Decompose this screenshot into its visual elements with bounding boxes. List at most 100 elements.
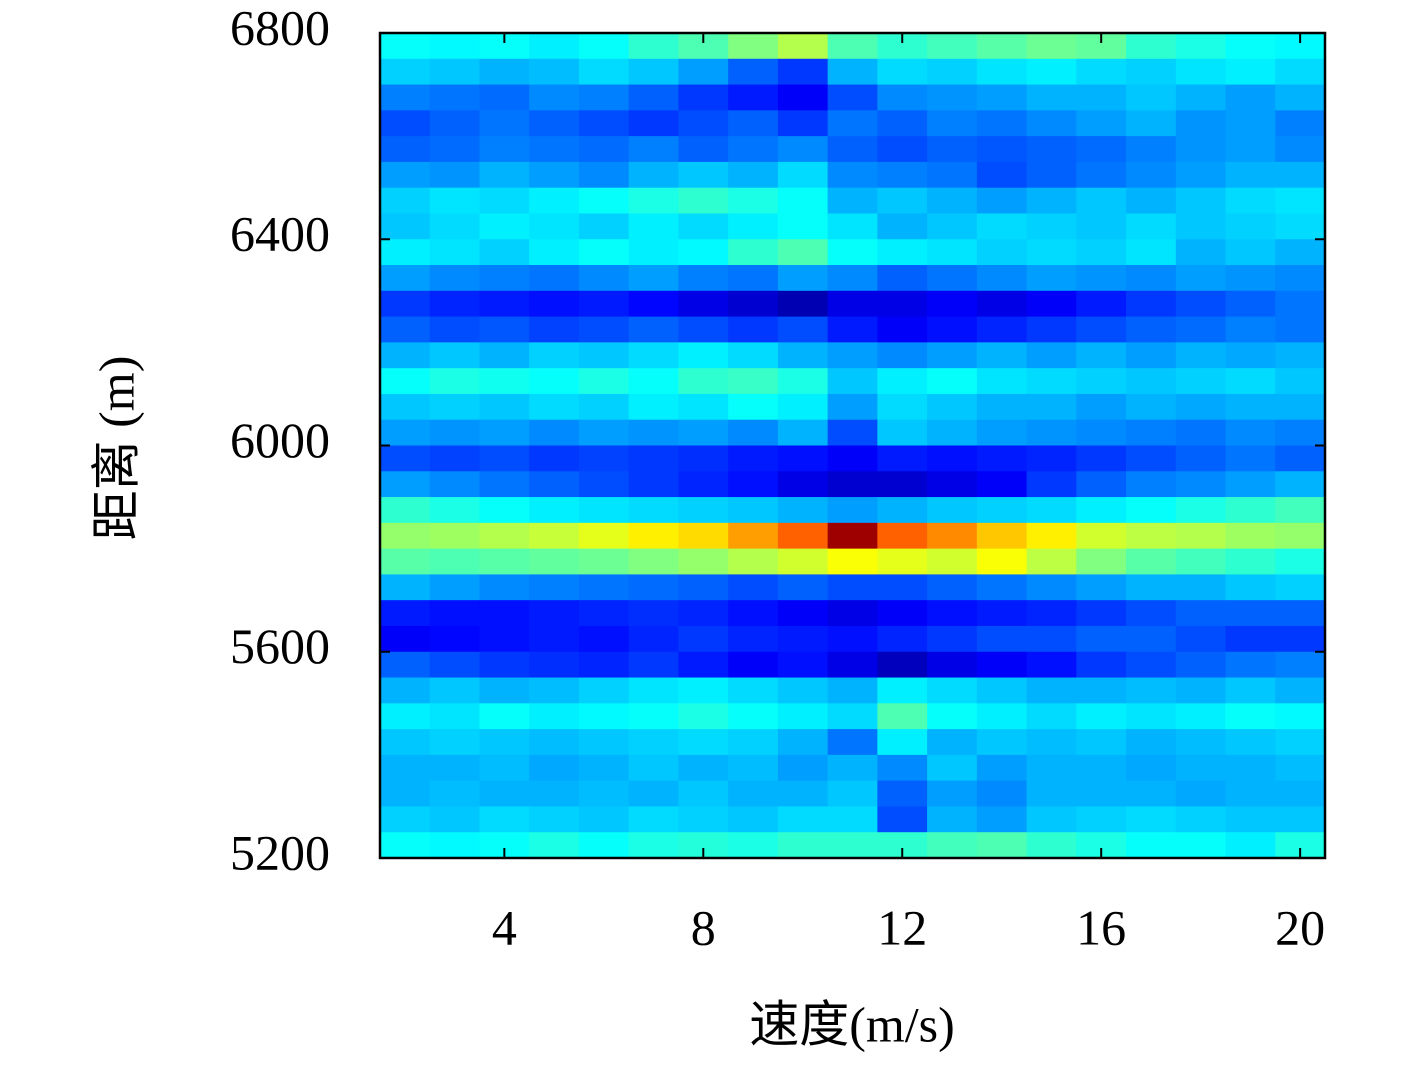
heatmap-cell — [827, 677, 878, 704]
heatmap-cell — [777, 110, 829, 137]
heatmap-cell — [777, 471, 829, 498]
heatmap-cell — [877, 316, 928, 343]
heatmap-cell — [1076, 368, 1127, 395]
heatmap-cell — [578, 136, 630, 163]
heatmap-cell — [429, 832, 481, 859]
heatmap-cell — [927, 600, 978, 627]
heatmap-cell — [678, 574, 729, 601]
heatmap-cell — [827, 497, 878, 524]
heatmap-cell — [777, 265, 829, 292]
heatmap-cell — [380, 136, 431, 163]
heatmap-cell — [927, 110, 978, 137]
heatmap-cell — [877, 729, 928, 756]
heatmap-cell — [429, 393, 481, 421]
heatmap-cell — [529, 419, 580, 447]
heatmap-cell — [1076, 316, 1127, 343]
heatmap-cell — [1175, 445, 1227, 472]
heatmap-cell — [380, 368, 431, 395]
heatmap-cell — [1026, 677, 1077, 704]
heatmap-cell — [827, 368, 878, 395]
heatmap-cell — [1225, 625, 1276, 653]
heatmap-cell — [1175, 471, 1227, 498]
heatmap-cell — [777, 600, 829, 627]
heatmap-cell — [877, 806, 928, 833]
heatmap-cell — [728, 161, 779, 189]
heatmap-cell — [678, 600, 729, 627]
heatmap-cell — [1126, 651, 1177, 679]
heatmap-cell — [479, 780, 530, 808]
heatmap-cell — [827, 780, 878, 808]
heatmap-cell — [877, 419, 928, 447]
heatmap-cell — [1126, 368, 1177, 395]
heatmap-cell — [380, 625, 431, 653]
heatmap-cell — [429, 316, 481, 343]
heatmap-cell — [777, 754, 829, 782]
heatmap-cell — [1275, 239, 1326, 266]
heatmap-cell — [529, 471, 580, 498]
heatmap-cell — [777, 161, 829, 189]
heatmap-cell — [578, 574, 630, 601]
heatmap-cell — [678, 84, 729, 111]
heatmap-cell — [479, 703, 530, 730]
heatmap-cell — [777, 342, 829, 369]
heatmap-cell — [927, 574, 978, 601]
heatmap-cell — [1076, 84, 1127, 111]
heatmap-cell — [1175, 33, 1227, 60]
heatmap-cell — [1126, 471, 1177, 498]
heatmap-cell — [578, 780, 630, 808]
heatmap-cell — [529, 58, 580, 86]
heatmap-cell — [1225, 677, 1276, 704]
heatmap-cell — [976, 703, 1028, 730]
heatmap-cell — [1225, 548, 1276, 576]
heatmap-cell — [1175, 600, 1227, 627]
heatmap-cell — [578, 393, 630, 421]
heatmap-cell — [927, 342, 978, 369]
heatmap-cell — [877, 574, 928, 601]
heatmap-cell — [976, 832, 1028, 859]
heatmap-cell — [678, 393, 729, 421]
heatmap-cell — [927, 161, 978, 189]
heatmap-cell — [429, 600, 481, 627]
heatmap-cell — [380, 471, 431, 498]
heatmap-cell — [976, 754, 1028, 782]
heatmap-cell — [976, 393, 1028, 421]
heatmap-cell — [1275, 729, 1326, 756]
heatmap-cell — [927, 316, 978, 343]
x-axis-label: 速度(m/s) — [749, 996, 955, 1052]
heatmap-cell — [479, 58, 530, 86]
heatmap-cell — [1126, 419, 1177, 447]
heatmap-cell — [628, 703, 680, 730]
heatmap-cell — [628, 110, 680, 137]
heatmap-cell — [529, 780, 580, 808]
heatmap-cell — [678, 754, 729, 782]
heatmap-cell — [1126, 161, 1177, 189]
heatmap-cell — [578, 265, 630, 292]
heatmap-cell — [429, 522, 481, 550]
heatmap-cell — [1126, 239, 1177, 266]
heatmap-cell — [678, 58, 729, 86]
heatmap-cell — [678, 677, 729, 704]
heatmap-cell — [777, 780, 829, 808]
heatmap-cell — [628, 445, 680, 472]
heatmap-cell — [728, 677, 779, 704]
heatmap-cell — [380, 393, 431, 421]
heatmap-cell — [1275, 342, 1326, 369]
heatmap-cell — [628, 136, 680, 163]
heatmap-cell — [479, 84, 530, 111]
heatmap-cell — [877, 677, 928, 704]
heatmap-cell — [578, 548, 630, 576]
heatmap-cell — [628, 497, 680, 524]
heatmap-cell — [380, 342, 431, 369]
heatmap-cell — [728, 265, 779, 292]
heatmap-cell — [380, 548, 431, 576]
heatmap-cell — [429, 265, 481, 292]
heatmap-cell — [777, 58, 829, 86]
heatmap-cell — [380, 213, 431, 240]
heatmap-cell — [877, 368, 928, 395]
heatmap-cell — [1126, 625, 1177, 653]
heatmap-cell — [479, 522, 530, 550]
y-tick-label: 6800 — [230, 0, 330, 55]
heatmap-cell — [628, 239, 680, 266]
heatmap-cell — [578, 832, 630, 859]
heatmap-cell — [678, 522, 729, 550]
